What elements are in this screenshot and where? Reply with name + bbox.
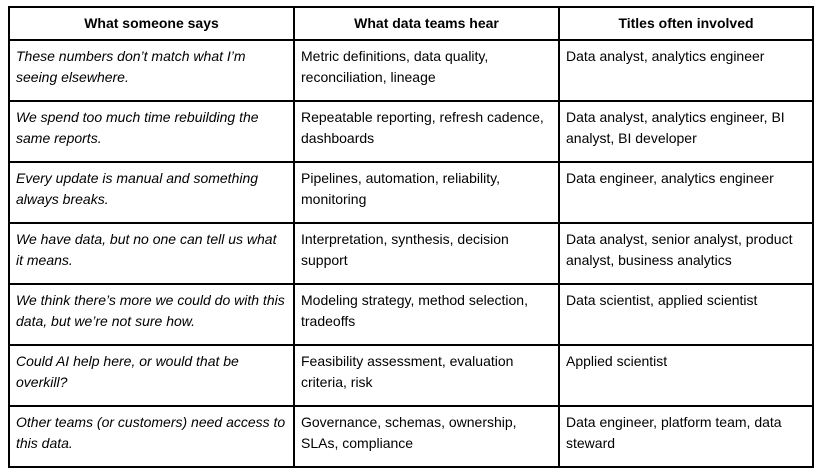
table-row: These numbers don’t match what I’m seein… [8, 39, 814, 102]
cell-says: We think there’s more we could do with t… [8, 283, 295, 346]
cell-says: These numbers don’t match what I’m seein… [8, 39, 295, 102]
cell-titles: Data analyst, analytics engineer [558, 39, 814, 102]
cell-hear: Repeatable reporting, refresh cadence, d… [293, 100, 560, 163]
table-row: We think there’s more we could do with t… [8, 283, 814, 346]
cell-says: We spend too much time rebuilding the sa… [8, 100, 295, 163]
cell-hear: Governance, schemas, ownership, SLAs, co… [293, 405, 560, 468]
column-header-what-data-teams-hear: What data teams hear [293, 6, 560, 41]
column-header-titles-often-involved: Titles often involved [558, 6, 814, 41]
cell-says: Other teams (or customers) need access t… [8, 405, 295, 468]
cell-titles: Data engineer, platform team, data stewa… [558, 405, 814, 468]
table-row: We have data, but no one can tell us wha… [8, 222, 814, 285]
cell-titles: Applied scientist [558, 344, 814, 407]
table-row: Other teams (or customers) need access t… [8, 405, 814, 468]
cell-hear: Modeling strategy, method selection, tra… [293, 283, 560, 346]
table-row: Could AI help here, or would that be ove… [8, 344, 814, 407]
table-row: We spend too much time rebuilding the sa… [8, 100, 814, 163]
cell-says: Could AI help here, or would that be ove… [8, 344, 295, 407]
cell-hear: Feasibility assessment, evaluation crite… [293, 344, 560, 407]
cell-titles: Data scientist, applied scientist [558, 283, 814, 346]
cell-says: We have data, but no one can tell us wha… [8, 222, 295, 285]
cell-hear: Pipelines, automation, reliability, moni… [293, 161, 560, 224]
column-header-what-someone-says: What someone says [8, 6, 295, 41]
cell-titles: Data analyst, senior analyst, product an… [558, 222, 814, 285]
table-row: Every update is manual and something alw… [8, 161, 814, 224]
table-header-row: What someone says What data teams hear T… [8, 6, 814, 41]
cell-says: Every update is manual and something alw… [8, 161, 295, 224]
cell-titles: Data engineer, analytics engineer [558, 161, 814, 224]
cell-hear: Metric definitions, data quality, reconc… [293, 39, 560, 102]
roles-table: What someone says What data teams hear T… [8, 6, 814, 468]
cell-hear: Interpretation, synthesis, decision supp… [293, 222, 560, 285]
roles-table-container: What someone says What data teams hear T… [8, 6, 814, 468]
table-body: These numbers don’t match what I’m seein… [8, 39, 814, 468]
cell-titles: Data analyst, analytics engineer, BI ana… [558, 100, 814, 163]
